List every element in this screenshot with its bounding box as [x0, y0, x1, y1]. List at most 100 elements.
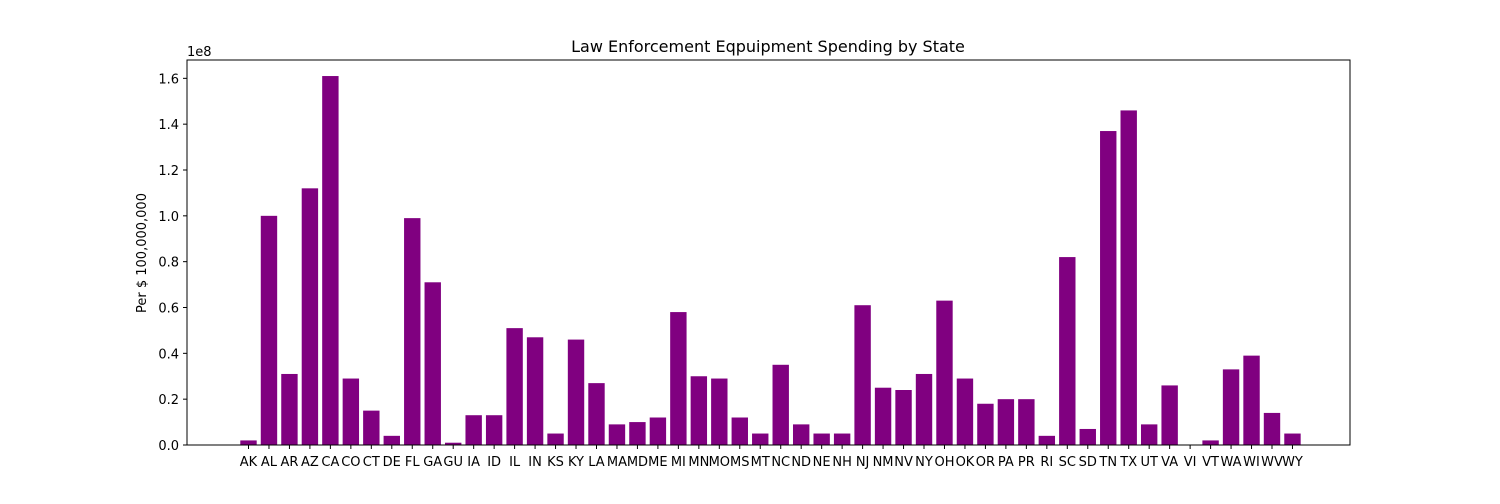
bar-ks — [547, 433, 564, 445]
x-tick-label-mt: MT — [751, 455, 770, 470]
bar-sd — [1079, 428, 1096, 445]
x-tick-label-az: AZ — [301, 455, 319, 470]
x-tick-label-md: MD — [627, 455, 648, 470]
x-tick-label-ca: CA — [321, 455, 339, 470]
x-tick-label-ne: NE — [813, 455, 831, 470]
bar-nj — [854, 305, 871, 445]
bar-la — [588, 383, 605, 446]
x-tick-label-de: DE — [383, 455, 401, 470]
x-tick-label-pa: PA — [998, 455, 1014, 470]
bar-ri — [1038, 435, 1056, 445]
bar-ky — [567, 339, 585, 445]
x-tick-label-ny: NY — [915, 455, 933, 470]
bar-ny — [915, 373, 933, 445]
bar-ak — [240, 440, 257, 445]
bar-nv — [895, 390, 912, 445]
x-tick-label-nc: NC — [771, 455, 790, 470]
y-tick-label: 1.4 — [158, 118, 179, 133]
bar-mn — [690, 376, 708, 445]
x-tick-label-va: VA — [1161, 455, 1178, 470]
bar-il — [506, 328, 523, 446]
x-tick-label-il: IL — [509, 455, 521, 470]
x-tick-label-or: OR — [976, 455, 995, 470]
bar-de — [383, 435, 400, 445]
x-tick-label-wa: WA — [1221, 455, 1242, 470]
x-tick-label-tn: TN — [1098, 455, 1117, 470]
bars-group — [240, 76, 1301, 446]
y-tick-label: 0.6 — [158, 302, 179, 317]
bar-nc — [772, 364, 789, 445]
x-tick-label-nj: NJ — [856, 455, 870, 470]
x-tick-label-ks: KS — [547, 455, 564, 470]
x-tick-label-mn: MN — [688, 455, 709, 470]
y-tick-label: 0.0 — [158, 439, 179, 454]
bar-nh — [833, 433, 851, 445]
x-tick-label-vi: VI — [1184, 455, 1197, 470]
y-axis-label: Per $ 100,000,000 — [135, 193, 150, 313]
x-tick-label-ga: GA — [423, 455, 442, 470]
bar-mt — [752, 433, 769, 445]
bar-wi — [1243, 355, 1260, 446]
bar-wa — [1222, 369, 1240, 446]
x-tick-label-fl: FL — [405, 455, 420, 470]
chart-title: Law Enforcement Eqpuipment Spending by S… — [571, 37, 965, 56]
y-axis-offset-label: 1e8 — [187, 45, 212, 60]
bar-ok — [956, 378, 974, 445]
y-tick-label: 1.0 — [158, 210, 179, 225]
bar-ms — [731, 417, 748, 445]
bar-ne — [813, 433, 830, 445]
bar-md — [629, 422, 646, 445]
x-tick-label-ms: MS — [730, 455, 749, 470]
bar-ga — [424, 282, 441, 445]
y-tick-label: 1.6 — [158, 72, 179, 87]
x-tick-label-vt: VT — [1202, 455, 1219, 470]
x-tick-label-ct: CT — [363, 455, 380, 470]
bar-tx — [1120, 110, 1137, 446]
bar-al — [260, 215, 278, 445]
x-tick-label-pr: PR — [1018, 455, 1035, 470]
bar-oh — [936, 300, 953, 446]
bar-ct — [363, 410, 380, 446]
bar-mi — [670, 312, 687, 445]
y-tick-label: 1.2 — [158, 164, 179, 179]
x-tick-label-ri: RI — [1040, 455, 1053, 470]
bar-pr — [1018, 399, 1035, 445]
x-tick-label-ok: OK — [956, 455, 975, 470]
x-tick-label-wy: WY — [1282, 455, 1303, 470]
bar-ia — [465, 415, 482, 445]
x-tick-label-ky: KY — [568, 455, 584, 470]
bar-sc — [1059, 257, 1076, 445]
bar-fl — [404, 218, 421, 446]
x-tick-label-ut: UT — [1140, 455, 1158, 470]
x-tick-label-me: ME — [648, 455, 667, 470]
x-tick-label-co: CO — [341, 455, 360, 470]
bar-mo — [711, 378, 728, 445]
x-tick-label-in: IN — [528, 455, 542, 470]
x-tick-label-gu: GU — [443, 455, 463, 470]
x-tick-label-wv: WV — [1261, 455, 1283, 470]
bar-ca — [322, 76, 339, 445]
bar-ma — [608, 424, 626, 446]
x-tick-label-mi: MI — [671, 455, 686, 470]
bar-tn — [1100, 131, 1117, 446]
bar-id — [485, 415, 503, 445]
y-tick-label: 0.2 — [158, 393, 179, 408]
x-tick-label-ar: AR — [280, 455, 298, 470]
x-tick-label-wi: WI — [1243, 455, 1260, 470]
bar-va — [1161, 385, 1178, 445]
bar-vt — [1202, 440, 1219, 445]
ticks-group: AK AL AR AZ CA CO CT DE FL GA GU IA ID IL IN KS KY LA MA MD… — [158, 72, 1303, 470]
bar-ar — [281, 373, 298, 445]
x-tick-label-sd: SD — [1079, 455, 1097, 470]
bar-nd — [792, 424, 810, 446]
bar-ut — [1140, 424, 1158, 446]
bar-wv — [1263, 412, 1281, 445]
x-tick-label-mo: MO — [709, 455, 730, 470]
bar-az — [301, 188, 319, 445]
x-tick-label-id: ID — [487, 455, 501, 470]
y-tick-label: 0.4 — [158, 347, 179, 362]
bar-pa — [997, 399, 1015, 445]
x-tick-label-oh: OH — [934, 455, 954, 470]
